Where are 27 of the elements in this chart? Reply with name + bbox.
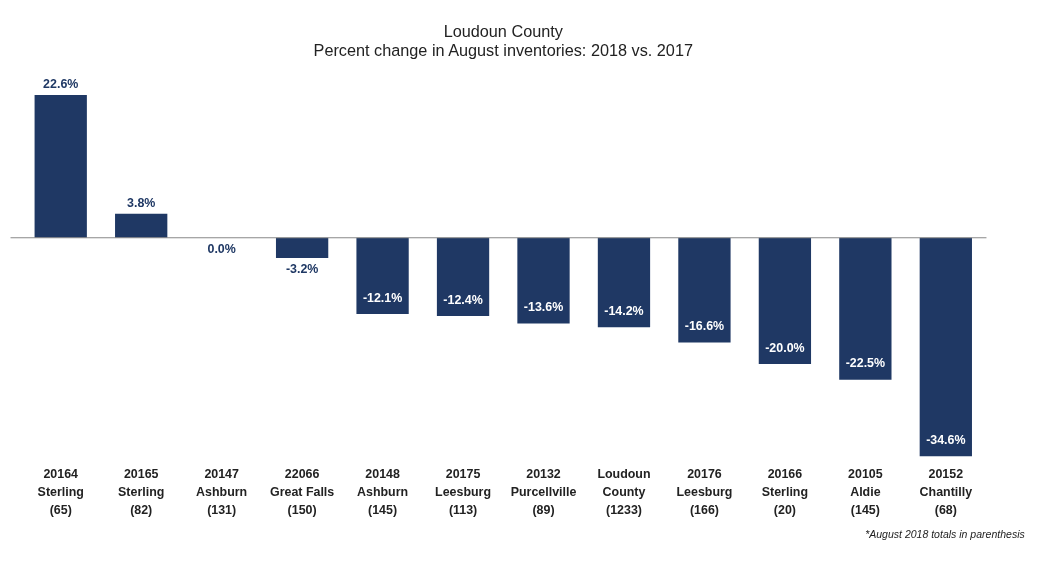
x-tick-label: Loudoun County (1233): [597, 466, 651, 518]
data-label: -16.6%: [684, 319, 725, 334]
x-tick-label: 20165 Sterling (82): [118, 466, 165, 518]
x-tick-label: 20176 Leesburg (166): [676, 466, 733, 518]
data-label: -22.5%: [845, 356, 886, 371]
data-label: 3.8%: [127, 196, 156, 211]
x-tick-label: 22066 Great Falls (150): [270, 466, 335, 518]
data-label: 0.0%: [207, 242, 236, 257]
data-label: 22.6%: [43, 77, 79, 92]
data-label: -3.2%: [285, 262, 319, 277]
x-tick-label: 20148 Ashburn (145): [357, 466, 409, 518]
x-tick-label: 20164 Sterling (65): [37, 466, 84, 518]
chart-subtitle: Percent change in August inventories: 2018 vs. 2017: [313, 41, 693, 60]
x-tick-label: 20166 Sterling (20): [761, 466, 809, 518]
x-tick-label: 20152 Chantilly (68): [919, 466, 973, 518]
chart-title: Loudoun County: [443, 22, 564, 41]
x-tick-label: 20175 Leesburg (113): [435, 466, 491, 518]
data-label: -12.4%: [443, 292, 483, 307]
data-label: -14.2%: [604, 303, 644, 318]
data-label: -20.0%: [765, 340, 805, 355]
x-tick-label: 20147 Ashburn (131): [196, 466, 248, 518]
data-label: -34.6%: [926, 432, 966, 447]
data-label: -12.1%: [362, 290, 403, 305]
data-label: -13.6%: [523, 300, 564, 315]
x-tick-label: 20105 Aldie (145): [848, 466, 883, 518]
x-tick-label: 20132 Purcellville (89): [510, 466, 577, 518]
text: *August 2018 totals in parenthesis: [865, 528, 1026, 541]
